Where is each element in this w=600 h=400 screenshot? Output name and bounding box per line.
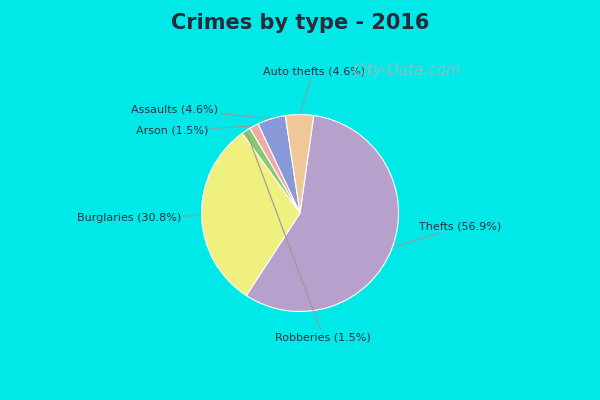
Text: Burglaries (30.8%): Burglaries (30.8%) bbox=[77, 214, 199, 224]
Wedge shape bbox=[242, 128, 300, 213]
Wedge shape bbox=[246, 116, 398, 312]
Text: Robberies (1.5%): Robberies (1.5%) bbox=[247, 133, 371, 342]
Text: Auto thefts (4.6%): Auto thefts (4.6%) bbox=[263, 66, 365, 112]
Text: Arson (1.5%): Arson (1.5%) bbox=[136, 126, 251, 136]
Wedge shape bbox=[250, 124, 300, 213]
Text: Crimes by type - 2016: Crimes by type - 2016 bbox=[171, 13, 429, 33]
Wedge shape bbox=[258, 116, 300, 213]
Wedge shape bbox=[202, 133, 300, 296]
Text: City-Data.com: City-Data.com bbox=[352, 62, 461, 78]
Text: Thefts (56.9%): Thefts (56.9%) bbox=[395, 222, 501, 247]
Text: Assaults (4.6%): Assaults (4.6%) bbox=[131, 104, 269, 118]
Wedge shape bbox=[286, 114, 314, 213]
